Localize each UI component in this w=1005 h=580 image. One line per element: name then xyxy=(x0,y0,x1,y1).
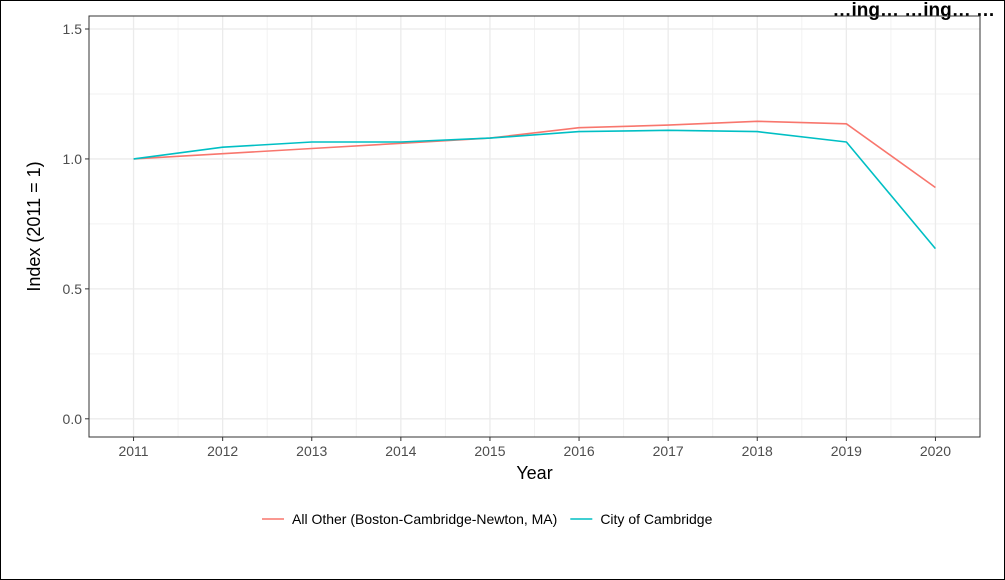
legend-label-2: City of Cambridge xyxy=(600,511,712,527)
x-tick-label: 2013 xyxy=(296,443,327,459)
x-tick-label: 2012 xyxy=(207,443,238,459)
x-tick-label: 2011 xyxy=(118,443,148,459)
y-tick-label: 1.0 xyxy=(63,151,83,167)
x-tick-label: 2015 xyxy=(474,443,505,459)
series-layer xyxy=(133,120,937,250)
axes-layer: 0.0 0.5 1.0 1.5 2011 2012 2013 2014 2015 2016 2017… xyxy=(63,21,952,459)
y-tick-label: 0.0 xyxy=(63,411,83,427)
grid-layer xyxy=(89,16,980,437)
y-tick-label: 1.5 xyxy=(63,21,83,37)
x-tick-label: 2014 xyxy=(385,443,416,459)
x-tick-label: 2019 xyxy=(831,443,862,459)
x-tick-label: 2020 xyxy=(920,443,951,459)
series-line-1 xyxy=(133,120,936,189)
x-axis-label: Year xyxy=(516,463,552,483)
x-tick-label: 2016 xyxy=(563,443,594,459)
x-tick-label: 2018 xyxy=(742,443,773,459)
plot-panel-border xyxy=(88,15,981,438)
legend: All Other (Boston-Cambridge-Newton, MA) C… xyxy=(262,511,713,527)
y-axis-label: Index (2011 = 1) xyxy=(24,161,44,291)
series-line-2 xyxy=(133,129,937,250)
x-tick-label: 2017 xyxy=(653,443,684,459)
y-tick-label: 0.5 xyxy=(63,281,83,297)
legend-label-1: All Other (Boston-Cambridge-Newton, MA) xyxy=(292,511,557,527)
